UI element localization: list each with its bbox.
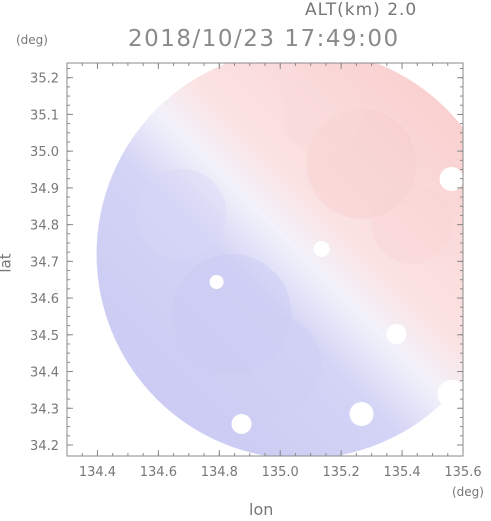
y-tick-label: 34.8 <box>30 219 59 234</box>
y-tick-label: 34.6 <box>30 292 59 307</box>
x-unit-label: (deg) <box>452 485 484 499</box>
y-tick-label: 34.7 <box>30 255 59 270</box>
y-tick-label: 35.1 <box>30 108 59 123</box>
x-tick-label: 134.8 <box>201 465 238 480</box>
echo-patch <box>306 108 417 219</box>
radar-coverage <box>96 63 463 456</box>
no-data-gap <box>437 379 463 408</box>
y-tick-label: 34.3 <box>30 402 59 417</box>
x-tick-label: 135.6 <box>444 465 481 480</box>
echo-patch <box>281 73 362 154</box>
no-data-gap <box>231 413 252 434</box>
no-data-gap <box>439 166 463 191</box>
x-tick-label: 134.4 <box>79 465 116 480</box>
echo-patch <box>171 253 292 374</box>
no-data-gap <box>349 401 374 426</box>
no-data-gap <box>468 340 486 358</box>
echo-patch <box>371 183 452 264</box>
no-data-gap <box>386 323 407 344</box>
y-tick-label: 34.5 <box>30 329 59 344</box>
y-tick-label: 34.4 <box>30 366 59 381</box>
echo-patch <box>136 168 227 259</box>
chart-title: 2018/10/23 17:49:00 <box>128 26 400 52</box>
y-unit-label: (deg) <box>16 33 48 47</box>
x-axis-label: lon <box>249 500 274 519</box>
x-tick-label: 134.6 <box>140 465 177 480</box>
x-tick-label: 135.2 <box>323 465 360 480</box>
x-tick-label: 135.0 <box>262 465 299 480</box>
axes: 134.4 134.6 134.8 135.0 135.2 135.4 135.6 35.2 3… <box>30 62 482 480</box>
x-tick-label: 135.4 <box>383 465 420 480</box>
no-data-gap <box>209 274 224 289</box>
y-tick-label: 34.2 <box>30 439 59 454</box>
altitude-label: ALT(km) 2.0 <box>305 0 418 20</box>
y-tick-label: 35.2 <box>30 72 59 87</box>
echo-patch <box>221 313 322 414</box>
no-data-gap <box>313 240 330 257</box>
plot-area <box>96 63 486 456</box>
y-tick-label: 35.0 <box>30 145 59 160</box>
y-tick-label: 34.9 <box>30 182 59 197</box>
